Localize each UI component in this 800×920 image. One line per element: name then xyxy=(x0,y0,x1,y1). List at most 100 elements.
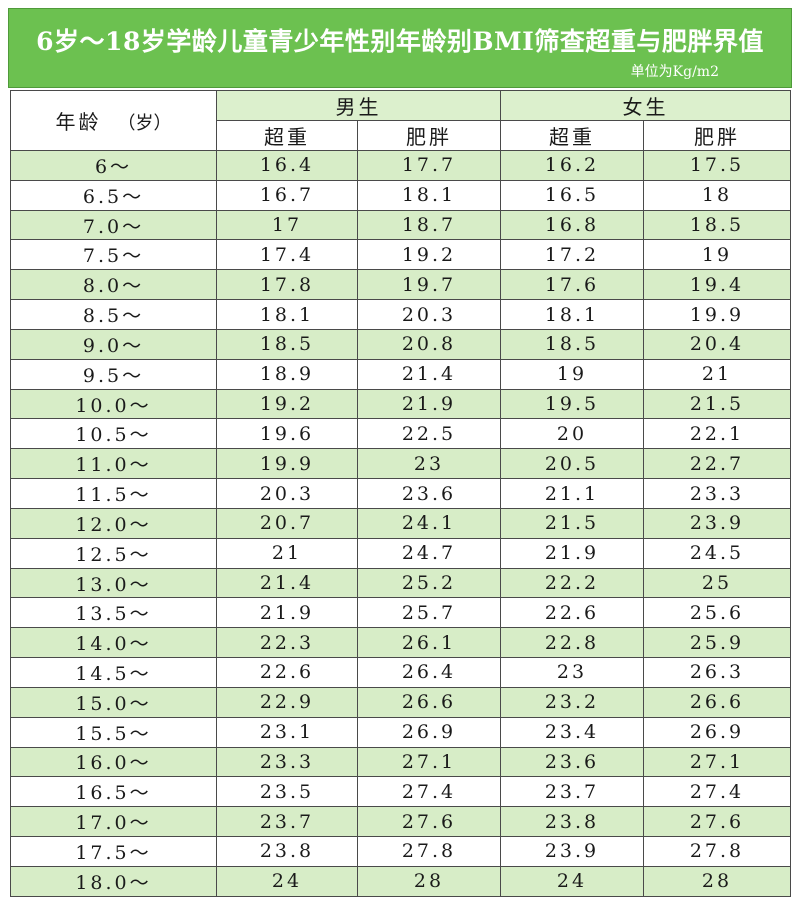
age-cell: 9.0～ xyxy=(10,328,217,360)
female-obese-cell: 26.6 xyxy=(643,686,791,718)
table-row: 13.5～ 21.9 25.7 22.6 25.6 xyxy=(10,597,791,629)
male-overweight-cell: 16.7 xyxy=(216,179,358,211)
age-cell: 18.0～ xyxy=(10,865,217,897)
female-overweight-cell: 18.1 xyxy=(500,299,644,330)
male-overweight-cell: 21.4 xyxy=(216,567,358,599)
age-cell: 9.5～ xyxy=(10,358,217,390)
male-overweight-cell: 22.9 xyxy=(216,686,358,718)
male-obese-cell: 28 xyxy=(357,865,501,897)
male-obese-cell: 27.1 xyxy=(357,746,501,778)
female-overweight-cell: 23.7 xyxy=(500,776,644,808)
male-overweight-cell: 18.9 xyxy=(216,358,358,390)
female-obese-cell: 27.4 xyxy=(643,776,791,808)
male-overweight-cell: 23.7 xyxy=(216,806,358,838)
male-overweight-cell: 22.6 xyxy=(216,657,358,688)
table-row: 16.5～ 23.5 27.4 23.7 27.4 xyxy=(10,776,791,808)
table-row: 11.5～ 20.3 23.6 21.1 23.3 xyxy=(10,478,791,509)
female-obese-cell: 24.5 xyxy=(643,537,791,569)
female-overweight-cell: 18.5 xyxy=(500,328,644,360)
male-obese-cell: 26.6 xyxy=(357,686,501,718)
female-obese-cell: 19.4 xyxy=(643,269,791,301)
table-row: 13.0～ 21.4 25.2 22.2 25 xyxy=(10,567,791,599)
age-cell: 16.5～ xyxy=(10,776,217,808)
female-overweight-cell: 24 xyxy=(500,865,644,897)
table-row: 12.0～ 20.7 24.1 21.5 23.9 xyxy=(10,507,791,539)
age-cell: 14.0～ xyxy=(10,627,217,659)
table-row: 15.5～ 23.1 26.9 23.4 26.9 xyxy=(10,716,791,748)
female-obese-cell: 23.3 xyxy=(643,478,791,509)
table-row: 10.5～ 19.6 22.5 20 22.1 xyxy=(10,418,791,450)
female-obese-cell: 25 xyxy=(643,567,791,599)
male-overweight-cell: 23.5 xyxy=(216,776,358,808)
table-row: 11.0～ 19.9 23 20.5 22.7 xyxy=(10,448,791,480)
female-obese-cell: 22.7 xyxy=(643,448,791,480)
age-header-unit: （岁） xyxy=(117,113,172,134)
female-overweight-cell: 20 xyxy=(500,418,644,450)
male-overweight-cell: 23.3 xyxy=(216,746,358,778)
female-overweight-cell: 21.9 xyxy=(500,537,644,569)
female-overweight-cell: 23.9 xyxy=(500,836,644,867)
age-cell: 12.0～ xyxy=(10,507,217,539)
male-obese-cell: 21.4 xyxy=(357,358,501,390)
male-overweight-cell: 21 xyxy=(216,537,358,569)
female-overweight-cell: 23.8 xyxy=(500,806,644,838)
male-overweight-cell: 17.8 xyxy=(216,269,358,301)
female-obese-cell: 18 xyxy=(643,179,791,211)
age-cell: 16.0～ xyxy=(10,746,217,778)
female-overweight-cell: 17.2 xyxy=(500,239,644,271)
table-row: 6～ 16.4 17.7 16.2 17.5 xyxy=(10,150,791,181)
male-obese-cell: 19.2 xyxy=(357,239,501,271)
table-row: 10.0～ 19.2 21.9 19.5 21.5 xyxy=(10,388,791,420)
table-row: 8.5～ 18.1 20.3 18.1 19.9 xyxy=(10,299,791,330)
female-overweight-cell: 23 xyxy=(500,657,644,688)
age-column-header: 年龄 （岁） xyxy=(10,90,217,151)
title-banner: 6岁～18岁学龄儿童青少年性别年龄别BMI筛查超重与肥胖界值 单位为Kg/m2 xyxy=(8,8,792,88)
male-obese-cell: 27.8 xyxy=(357,836,501,867)
table-row: 7.5～ 17.4 19.2 17.2 19 xyxy=(10,239,791,271)
male-obese-cell: 21.9 xyxy=(357,388,501,420)
male-overweight-cell: 18.5 xyxy=(216,328,358,360)
female-overweight-cell: 22.8 xyxy=(500,627,644,659)
female-obese-cell: 25.9 xyxy=(643,627,791,659)
age-cell: 15.0～ xyxy=(10,686,217,718)
female-overweight-cell: 19.5 xyxy=(500,388,644,420)
female-obese-cell: 22.1 xyxy=(643,418,791,450)
table-row: 16.0～ 23.3 27.1 23.6 27.1 xyxy=(10,746,791,778)
age-cell: 11.0～ xyxy=(10,448,217,480)
age-cell: 8.0～ xyxy=(10,269,217,301)
female-obese-cell: 21 xyxy=(643,358,791,390)
table-row: 17.5～ 23.8 27.8 23.9 27.8 xyxy=(10,836,791,867)
age-cell: 17.5～ xyxy=(10,836,217,867)
table-row: 17.0～ 23.7 27.6 23.8 27.6 xyxy=(10,806,791,838)
female-obese-cell: 25.6 xyxy=(643,597,791,629)
male-obese-cell: 26.9 xyxy=(357,716,501,748)
female-overweight-cell: 21.1 xyxy=(500,478,644,509)
male-obese-cell: 22.5 xyxy=(357,418,501,450)
female-obese-cell: 17.5 xyxy=(643,150,791,181)
male-overweight-cell: 20.7 xyxy=(216,507,358,539)
female-overweight-cell: 23.4 xyxy=(500,716,644,748)
male-overweight-cell: 21.9 xyxy=(216,597,358,629)
female-overweight-cell: 20.5 xyxy=(500,448,644,480)
female-obese-cell: 19.9 xyxy=(643,299,791,330)
table-row: 12.5～ 21 24.7 21.9 24.5 xyxy=(10,537,791,569)
female-obese-cell: 20.4 xyxy=(643,328,791,360)
header-row-category: 超重 肥胖 超重 肥胖 xyxy=(11,120,791,151)
male-obese-cell: 26.1 xyxy=(357,627,501,659)
male-obese-cell: 25.7 xyxy=(357,597,501,629)
male-obese-cell: 24.7 xyxy=(357,537,501,569)
male-obese-cell: 20.3 xyxy=(357,299,501,330)
female-overweight-cell: 16.5 xyxy=(500,179,644,211)
male-obese-cell: 20.8 xyxy=(357,328,501,360)
table-row: 6.5～ 16.7 18.1 16.5 18 xyxy=(10,179,791,211)
age-cell: 8.5～ xyxy=(10,299,217,330)
age-cell: 13.0～ xyxy=(10,567,217,599)
female-overweight-cell: 22.6 xyxy=(500,597,644,629)
table-row: 9.0～ 18.5 20.8 18.5 20.4 xyxy=(10,328,791,360)
male-obese-cell: 23 xyxy=(357,448,501,480)
female-obese-cell: 27.6 xyxy=(643,806,791,838)
female-overweight-cell: 19 xyxy=(500,358,644,390)
female-obese-cell: 26.3 xyxy=(643,657,791,688)
male-overweight-cell: 17.4 xyxy=(216,239,358,271)
age-cell: 14.5～ xyxy=(10,657,217,688)
